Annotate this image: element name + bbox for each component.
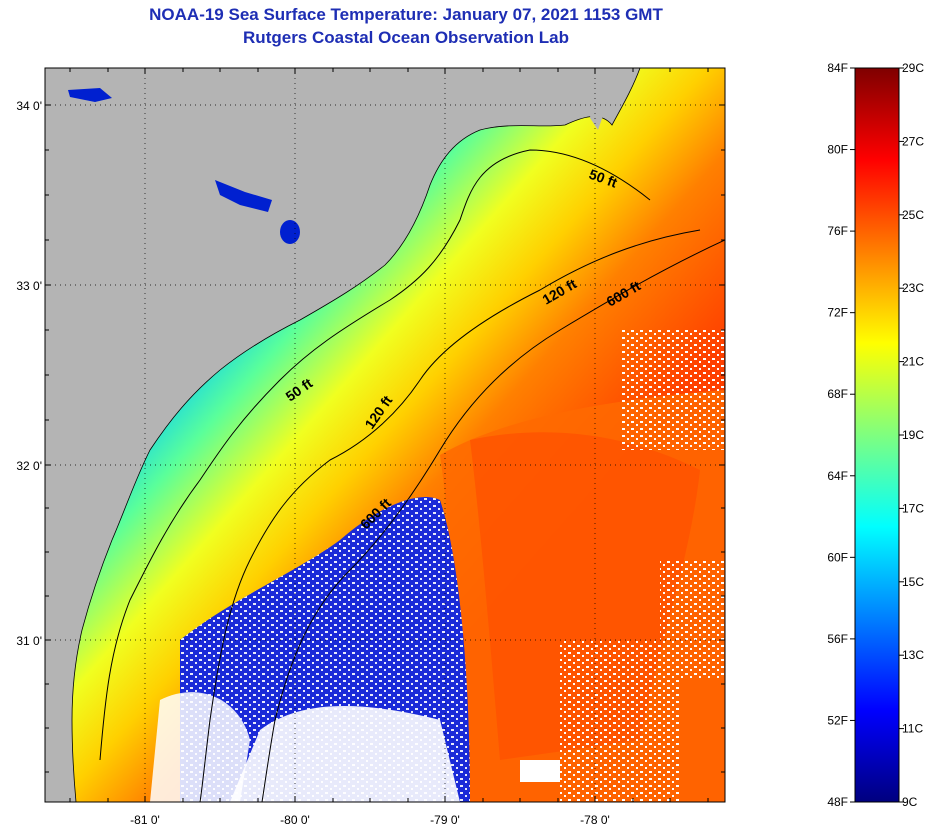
lon-label: -81 0' xyxy=(130,813,160,827)
colorbar-celsius-label: 23C xyxy=(902,281,924,295)
colorbar-fahrenheit-label: 48F xyxy=(827,795,848,809)
colorbar-celsius-label: 19C xyxy=(902,428,924,442)
isobath-120ft xyxy=(199,229,701,802)
colorbar-celsius-label: 29C xyxy=(902,61,924,75)
colorbar-fahrenheit-label: 56F xyxy=(827,632,848,646)
lat-label: 31 0' xyxy=(16,634,42,648)
colorbar-fahrenheit-label: 64F xyxy=(827,469,848,483)
inland-waterway xyxy=(215,180,272,212)
axis-ticks xyxy=(45,68,725,802)
isobath-50ft xyxy=(99,149,651,761)
colorbar-celsius-label: 15C xyxy=(902,575,924,589)
colorbar-celsius-label: 9C xyxy=(902,795,918,809)
colorbar-ramp xyxy=(854,67,900,803)
cloud-cover xyxy=(150,692,250,802)
graticule xyxy=(45,68,725,802)
colorbar-fahrenheit-label: 84F xyxy=(827,61,848,75)
colorbar-ticks xyxy=(850,67,904,803)
inland-waterway xyxy=(68,88,112,102)
lon-label: -79 0' xyxy=(430,813,460,827)
cloud-cover xyxy=(520,760,560,782)
lat-label: 32 0' xyxy=(16,459,42,473)
map-title: NOAA-19 Sea Surface Temperature: January… xyxy=(149,5,663,24)
isobath-600ft xyxy=(261,239,725,802)
map-frame xyxy=(44,67,726,803)
colorbar-fahrenheit-label: 68F xyxy=(827,387,848,401)
map-subtitle: Rutgers Coastal Ocean Observation Lab xyxy=(243,28,569,47)
lat-label: 33 0' xyxy=(16,279,42,293)
lat-label: 34 0' xyxy=(16,99,42,113)
colorbar-celsius-label: 17C xyxy=(902,501,924,515)
colorbar-fahrenheit-label: 76F xyxy=(827,224,848,238)
colorbar-fahrenheit-label: 72F xyxy=(827,306,848,320)
colorbar-celsius-labels: 29C 27C 25C 23C 21C 19C 17C 15C 13C 11C 9C xyxy=(902,61,924,809)
barrier-island xyxy=(590,68,615,130)
lon-label: -80 0' xyxy=(280,813,310,827)
map-panel xyxy=(45,68,725,802)
cloud-cover xyxy=(230,706,460,802)
colorbar-fahrenheit-labels: 84F 80F 76F 72F 68F 64F 60F 56F 52F 48F xyxy=(827,61,848,809)
colorbar: 84F 80F 76F 72F 68F 64F 60F 56F 52F 48F 29C 27C 25C… xyxy=(827,61,924,809)
colorbar-celsius-label: 27C xyxy=(902,134,924,148)
scattered-clouds xyxy=(560,330,725,802)
colorbar-celsius-label: 21C xyxy=(902,355,924,369)
colorbar-fahrenheit-label: 60F xyxy=(827,550,848,564)
colorbar-fahrenheit-label: 52F xyxy=(827,713,848,727)
inland-lake xyxy=(280,220,300,244)
colorbar-fahrenheit-label: 80F xyxy=(827,143,848,157)
colorbar-celsius-label: 11C xyxy=(902,722,923,736)
land-mass xyxy=(45,68,641,802)
colorbar-celsius-label: 13C xyxy=(902,648,924,662)
lon-label: -78 0' xyxy=(580,813,610,827)
colorbar-celsius-label: 25C xyxy=(902,208,924,222)
